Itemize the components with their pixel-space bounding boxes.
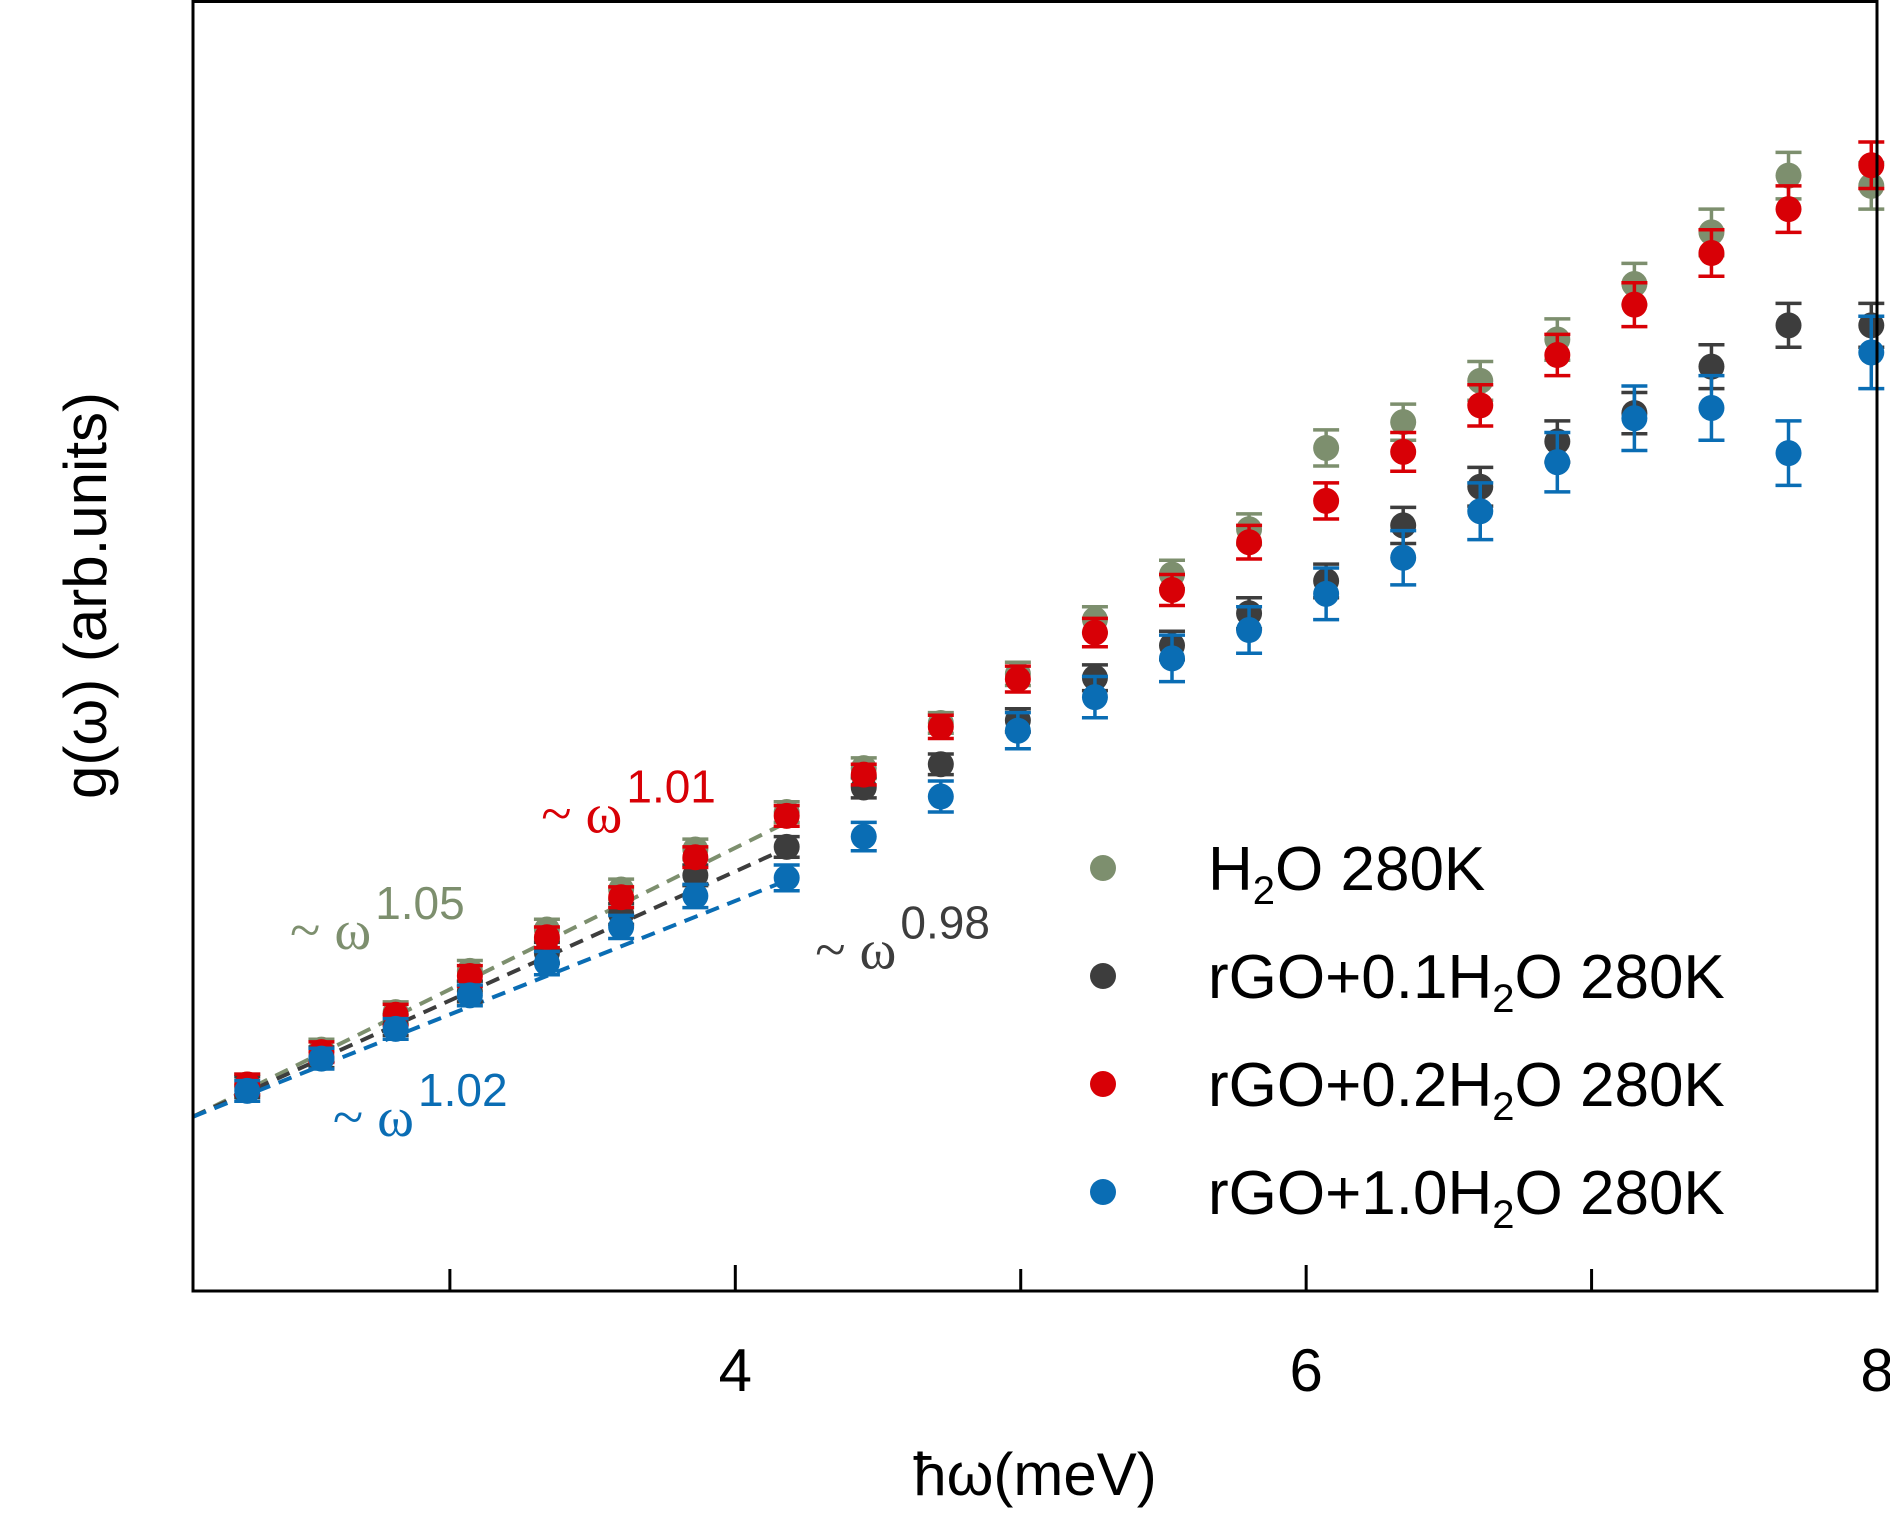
data-point [1775, 184, 1802, 235]
legend-marker [1090, 963, 1116, 989]
data-point [1236, 523, 1263, 561]
data-point [1159, 572, 1186, 608]
data-point [773, 802, 800, 829]
data-point [1313, 566, 1340, 622]
data-point [1236, 605, 1263, 655]
power-law-annotation: ~ ω1.01 [541, 761, 716, 846]
data-point [456, 982, 483, 1009]
annotation-prefix: ~ ω [333, 1087, 414, 1149]
data-point [927, 779, 954, 814]
data-point [1390, 430, 1417, 473]
annotation-prefix: ~ ω [815, 919, 896, 981]
data-point [1467, 481, 1494, 542]
data-point [773, 863, 800, 893]
data-point [1004, 710, 1031, 751]
data-point [1621, 384, 1648, 453]
data-point [682, 882, 709, 910]
data-point [1159, 633, 1186, 684]
data-point [1313, 481, 1340, 521]
annotation-exponent: 1.02 [418, 1064, 508, 1116]
data-point [608, 884, 635, 911]
data-point [533, 949, 560, 977]
data-point [1313, 428, 1340, 468]
data-point [850, 820, 877, 853]
x-tick-label: 6 [1289, 1337, 1322, 1404]
data-point [1544, 332, 1571, 378]
legend-item: H2O 280K [1090, 835, 1485, 913]
data-point [1775, 301, 1802, 350]
y-axis-title: g(ω) (arb.units) [52, 392, 119, 799]
data-point [1467, 382, 1494, 428]
legend-label: H2O 280K [1208, 835, 1485, 913]
legend-label: rGO+0.1H2O 280K [1208, 943, 1725, 1021]
legend-item: rGO+0.1H2O 280K [1090, 943, 1725, 1021]
legend-label: rGO+1.0H2O 280K [1208, 1159, 1725, 1237]
x-tick-label: 8 [1860, 1337, 1890, 1404]
legend: H2O 280K rGO+0.1H2O 280K rGO+0.2H2O 280K rG… [1090, 835, 1725, 1237]
annotation-exponent: 1.01 [626, 761, 716, 813]
annotation-exponent: 1.05 [375, 877, 465, 929]
data-point [1698, 228, 1725, 279]
data-point [1621, 280, 1648, 329]
data-point [382, 1015, 409, 1042]
data-point [1544, 430, 1571, 494]
data-point [1698, 373, 1725, 442]
data-point [682, 844, 709, 871]
data-point [927, 713, 954, 741]
data-point [533, 924, 560, 951]
data-point [1081, 674, 1108, 720]
annotations-layer: ~ ω1.05~ ω1.01~ ω0.98~ ω1.02 [290, 761, 990, 1149]
data-point [850, 761, 877, 788]
x-axis-ticks: 4 6 8 [448, 1265, 1890, 1404]
data-point [608, 913, 635, 941]
data-points-layer [234, 140, 1885, 1104]
legend-marker [1090, 1179, 1116, 1205]
annotation-prefix: ~ ω [541, 784, 622, 846]
data-point [927, 751, 954, 778]
data-point [234, 1077, 261, 1104]
power-law-annotation: ~ ω1.05 [290, 877, 465, 962]
fit-line [192, 878, 788, 1119]
legend-item: rGO+0.2H2O 280K [1090, 1051, 1725, 1129]
legend-marker [1090, 1071, 1116, 1097]
data-point [1081, 616, 1108, 649]
annotation-exponent: 0.98 [900, 896, 990, 948]
data-point [1390, 528, 1417, 587]
legend-label: rGO+0.2H2O 280K [1208, 1051, 1725, 1129]
power-law-annotation: ~ ω0.98 [815, 896, 990, 981]
plot-frame [191, 0, 1879, 1293]
power-law-annotation: ~ ω1.02 [333, 1064, 508, 1149]
data-point [1775, 419, 1802, 488]
data-point [308, 1045, 335, 1072]
legend-item: rGO+1.0H2O 280K [1090, 1159, 1725, 1237]
x-axis-title: ħω(meV) [913, 1441, 1157, 1508]
data-point [1004, 664, 1031, 694]
data-point [773, 833, 800, 860]
series-4 [234, 314, 1885, 1104]
annotation-prefix: ~ ω [290, 900, 371, 962]
legend-marker [1090, 855, 1116, 881]
x-tick-label: 4 [719, 1337, 752, 1404]
